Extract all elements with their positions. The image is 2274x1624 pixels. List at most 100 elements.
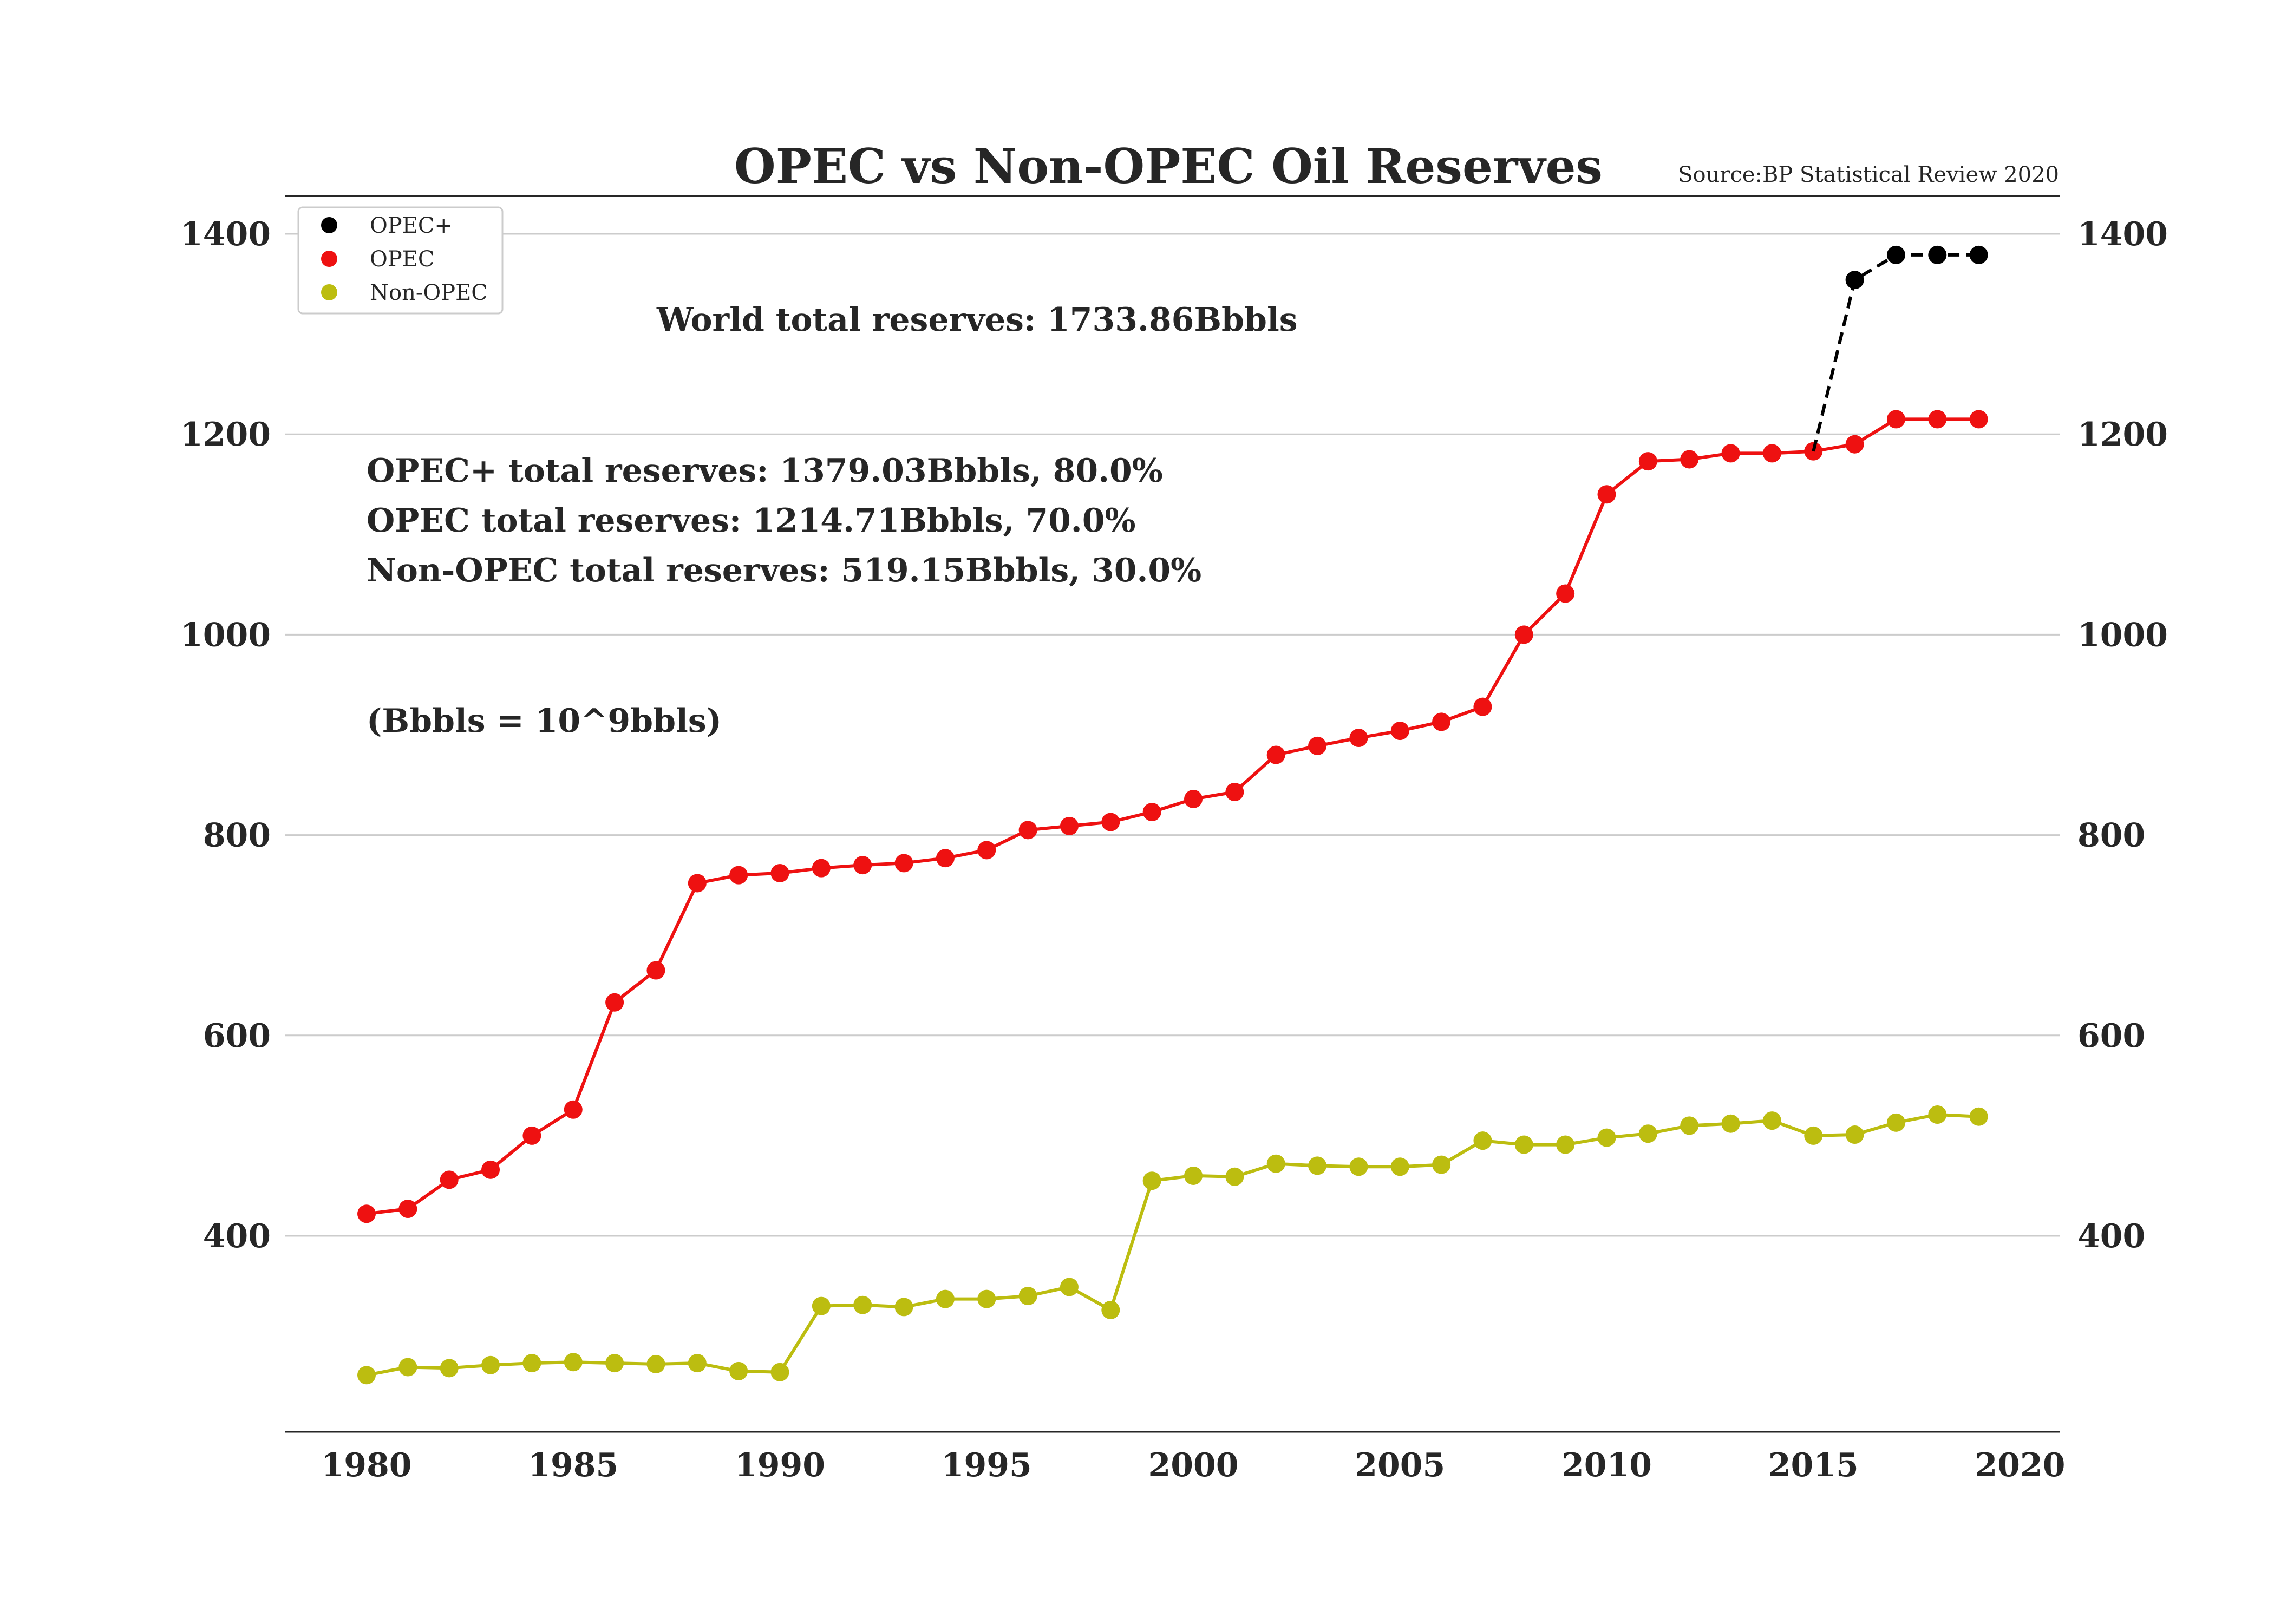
point-opec-1991 — [812, 859, 831, 878]
series-layer — [357, 245, 1988, 1385]
point-opec-2013 — [1721, 444, 1740, 463]
annotation-opec-total: OPEC total reserves: 1214.71Bbbls, 70.0% — [367, 502, 1135, 540]
point-non-opec-1989 — [729, 1361, 748, 1380]
point-opec-1992 — [853, 856, 872, 875]
point-non-opec-2017 — [1886, 1113, 1905, 1132]
x-tick-2005: 2005 — [1355, 1446, 1445, 1484]
legend-label-non-opec: Non-OPEC — [370, 280, 488, 305]
y-tick-right-1200: 1200 — [2077, 416, 2168, 454]
point-opec-1997 — [1060, 816, 1079, 835]
point-opec-2001 — [1225, 783, 1244, 802]
legend-item-opec-plus: OPEC+ — [321, 213, 453, 238]
point-opec-2005 — [1390, 722, 1409, 741]
point-non-opec-2016 — [1845, 1125, 1864, 1144]
point-opec-1993 — [894, 854, 913, 873]
point-opec-1983 — [481, 1160, 500, 1179]
point-non-opec-2012 — [1680, 1116, 1699, 1135]
x-tick-1990: 1990 — [735, 1446, 825, 1484]
point-non-opec-2003 — [1308, 1156, 1327, 1175]
annotation-unit: (Bbbls = 10^9bbls) — [367, 702, 722, 740]
y-tick-labels-right: 400 600 800 1000 1200 1400 — [2077, 215, 2168, 1255]
point-opec-1986 — [605, 993, 624, 1012]
point-opec-2002 — [1266, 745, 1285, 764]
point-opec-2006 — [1432, 712, 1451, 731]
point-opec-1990 — [770, 863, 789, 882]
point-opec-1980 — [357, 1204, 376, 1223]
point-opec-1988 — [688, 874, 707, 893]
y-tick-left-1400: 1400 — [180, 215, 271, 253]
annotation-opec-plus-total: OPEC+ total reserves: 1379.03Bbbls, 80.0… — [367, 452, 1163, 490]
point-non-opec-2006 — [1432, 1155, 1451, 1174]
point-opec-plus-2018 — [1928, 245, 1947, 264]
point-opec-2016 — [1845, 435, 1864, 454]
y-tick-left-400: 400 — [203, 1217, 271, 1255]
point-opec-2010 — [1597, 485, 1616, 504]
point-non-opec-1981 — [398, 1358, 417, 1377]
point-non-opec-1985 — [564, 1353, 583, 1372]
y-tick-right-400: 400 — [2077, 1217, 2145, 1255]
point-opec-1981 — [398, 1200, 417, 1219]
point-opec-1985 — [564, 1100, 583, 1119]
y-tick-labels-left: 400 600 800 1000 1200 1400 — [180, 215, 271, 1255]
x-tick-1985: 1985 — [528, 1446, 618, 1484]
point-non-opec-2018 — [1928, 1105, 1947, 1124]
point-opec-1998 — [1101, 813, 1120, 831]
point-opec-plus-2019 — [1969, 245, 1988, 264]
legend: OPEC+ OPEC Non-OPEC — [297, 206, 504, 315]
point-non-opec-2005 — [1390, 1157, 1409, 1176]
x-tick-2020: 2020 — [1975, 1446, 2066, 1484]
point-non-opec-1983 — [481, 1355, 500, 1374]
y-tick-left-1200: 1200 — [180, 416, 271, 454]
point-opec-1996 — [1018, 821, 1037, 840]
point-non-opec-1994 — [936, 1289, 955, 1308]
point-non-opec-1998 — [1101, 1300, 1120, 1319]
point-non-opec-1986 — [605, 1354, 624, 1373]
point-non-opec-1982 — [440, 1359, 459, 1378]
x-tick-1995: 1995 — [942, 1446, 1032, 1484]
point-opec-1989 — [729, 866, 748, 885]
point-non-opec-2013 — [1721, 1114, 1740, 1133]
legend-marker-opec-plus — [321, 217, 337, 233]
y-tick-right-800: 800 — [2077, 817, 2145, 855]
gridlines — [285, 233, 2060, 1237]
x-tick-2000: 2000 — [1148, 1446, 1239, 1484]
point-non-opec-1999 — [1142, 1171, 1161, 1190]
point-opec-2004 — [1349, 729, 1368, 748]
legend-label-opec-plus: OPEC+ — [370, 213, 453, 238]
point-non-opec-1996 — [1018, 1287, 1037, 1306]
point-opec-1995 — [977, 841, 996, 860]
point-opec-2018 — [1928, 410, 1947, 429]
point-non-opec-1993 — [894, 1298, 913, 1317]
point-non-opec-2004 — [1349, 1157, 1368, 1176]
point-opec-plus-2016 — [1845, 271, 1864, 290]
legend-marker-opec — [321, 251, 337, 267]
point-opec-2008 — [1514, 625, 1533, 644]
point-non-opec-2009 — [1556, 1135, 1575, 1154]
chart-source: Source:BP Statistical Review 2020 — [1678, 162, 2059, 187]
legend-item-opec: OPEC — [321, 247, 435, 272]
point-opec-1984 — [522, 1126, 541, 1145]
chart-title: OPEC vs Non-OPEC Oil Reserves — [734, 138, 1603, 194]
point-opec-2012 — [1680, 450, 1699, 469]
point-opec-2000 — [1184, 789, 1203, 808]
point-non-opec-2014 — [1762, 1111, 1781, 1130]
point-non-opec-2007 — [1473, 1131, 1492, 1150]
point-opec-2003 — [1308, 736, 1327, 755]
point-non-opec-2000 — [1184, 1166, 1203, 1185]
point-opec-2014 — [1762, 444, 1781, 463]
point-opec-1987 — [646, 961, 665, 980]
annotation-world-total: World total reserves: 1733.86Bbbls — [656, 301, 1298, 339]
point-non-opec-2010 — [1597, 1128, 1616, 1147]
y-tick-left-800: 800 — [203, 817, 271, 855]
legend-marker-non-opec — [321, 284, 337, 300]
x-tick-labels: 1980 1985 1990 1995 2000 2005 2010 2015 2020 — [322, 1446, 2066, 1484]
point-opec-2019 — [1969, 410, 1988, 429]
point-non-opec-1997 — [1060, 1278, 1079, 1296]
x-tick-1980: 1980 — [322, 1446, 412, 1484]
point-non-opec-1980 — [357, 1366, 376, 1385]
point-opec-1982 — [440, 1170, 459, 1189]
annotation-non-opec-total: Non-OPEC total reserves: 519.15Bbbls, 30… — [367, 552, 1201, 590]
point-non-opec-2015 — [1804, 1126, 1823, 1145]
point-non-opec-2011 — [1638, 1124, 1657, 1143]
